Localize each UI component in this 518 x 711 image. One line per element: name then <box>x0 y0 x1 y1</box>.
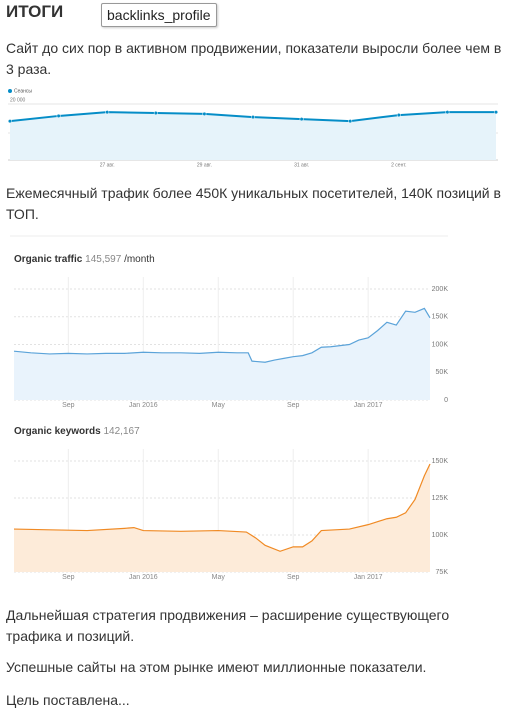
x-tick-label: Jan 2017 <box>354 574 383 581</box>
x-tick-label: 31 авг. <box>294 162 309 168</box>
y-tick-label: 0 <box>444 397 448 404</box>
point <box>445 110 450 115</box>
point <box>493 110 499 115</box>
paragraph: Ежемесячный трафик более 450К уникальных… <box>6 185 501 222</box>
chart-title: Organic traffic 145,597 /month <box>14 254 155 265</box>
x-tick-label: Sep <box>287 402 300 409</box>
y-tick-label: 150K <box>432 314 449 321</box>
area <box>14 308 430 400</box>
line <box>13 463 431 552</box>
point <box>250 115 256 120</box>
total: 142,167 <box>103 426 140 437</box>
y-tick-label: 20 000 <box>10 97 26 103</box>
point <box>7 119 13 124</box>
area <box>14 463 430 572</box>
y-tick-label: 125K <box>432 495 449 502</box>
y-tick-label: 75K <box>436 569 449 576</box>
x-tick-label: Jan 2016 <box>129 574 158 581</box>
unit: /month <box>124 254 155 265</box>
x-tick-label: 27 авг. <box>100 162 115 168</box>
point <box>396 113 401 118</box>
chart-title: Organic keywords 142,167 <box>14 426 140 437</box>
paragraph: Дальнейшая стратегия продвижения – расши… <box>6 607 450 644</box>
x-tick-label: 29 авг. <box>197 162 212 168</box>
y-tick-label: 100K <box>432 341 449 348</box>
point <box>299 117 304 122</box>
legend-marker <box>8 89 12 93</box>
point <box>105 110 110 115</box>
paragraph: Сайт до сих пор в активном продвижении, … <box>6 40 502 77</box>
x-tick-label: Jan 2017 <box>354 402 383 409</box>
x-tick-label: Sep <box>62 574 75 581</box>
x-tick-label: 2 сент. <box>391 162 406 168</box>
y-tick-label: 100K <box>432 532 449 539</box>
paragraph: Цель поставлена... <box>6 692 130 708</box>
point <box>153 110 158 116</box>
x-tick-label: May <box>212 402 226 409</box>
y-tick-label: 150K <box>432 458 449 465</box>
paragraph: Успешные сайты на этом рынке имеют милли… <box>6 659 427 675</box>
title: ИТОГИ <box>6 2 64 21</box>
y-tick-label: 200K <box>432 286 449 293</box>
legend-label: Сеансы <box>14 88 32 94</box>
x-tick-label: May <box>212 574 226 581</box>
x-tick-label: Sep <box>62 402 75 409</box>
point <box>202 111 207 116</box>
tag: backlinks_profile <box>101 3 217 27</box>
area <box>10 112 496 160</box>
line <box>13 307 431 363</box>
chart-title-text: Organic keywords <box>14 426 101 437</box>
x-tick-label: Sep <box>287 574 300 581</box>
chart-title-text: Organic traffic <box>14 254 83 265</box>
point <box>56 113 61 118</box>
x-tick-label: Jan 2016 <box>129 402 158 409</box>
point <box>348 119 353 124</box>
y-tick-label: 50K <box>436 369 449 376</box>
total: 145,597 <box>85 254 122 265</box>
